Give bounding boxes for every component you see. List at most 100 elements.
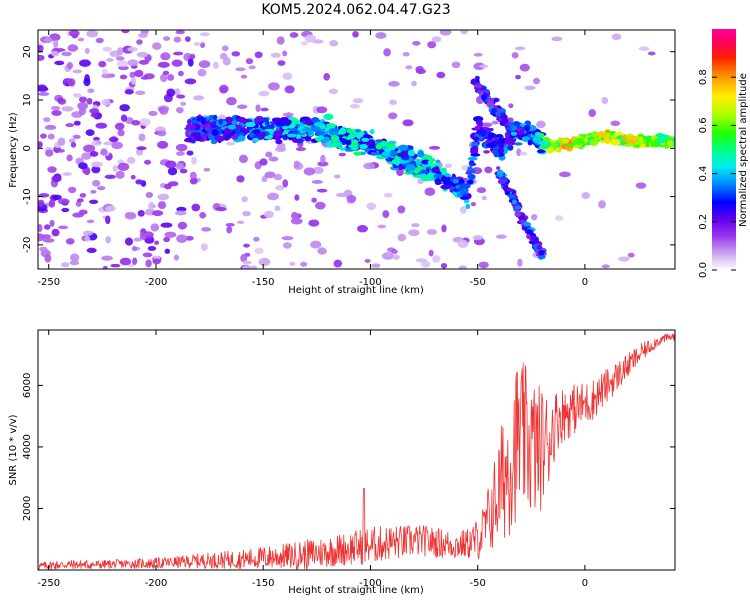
- spectrogram-noise-blob: [152, 210, 164, 217]
- spectrogram-noise-blob: [186, 150, 194, 156]
- spectrogram-noise-blob: [282, 242, 292, 249]
- spectrogram-noise-blob: [198, 60, 211, 69]
- spectrogram-noise-blob: [102, 46, 112, 52]
- spectrogram-ridge-blob: [323, 136, 330, 143]
- spectrogram-noise-blob: [444, 163, 453, 169]
- spectrogram-noise-blob: [524, 85, 536, 91]
- spectrogram-noise-blob: [520, 151, 528, 156]
- spectrogram-noise-blob: [519, 63, 530, 72]
- spectrogram-noise-blob: [160, 222, 173, 228]
- bottom-x-tick-label: 0: [582, 578, 588, 589]
- spectrogram-noise-blob: [274, 185, 285, 191]
- spectrogram-ridge-blob: [628, 135, 639, 141]
- spectrogram-noise-blob: [236, 175, 245, 183]
- spectrogram-noise-blob: [476, 187, 487, 194]
- spectrogram-noise-blob: [90, 112, 98, 118]
- spectrogram-noise-blob: [102, 265, 108, 269]
- spectrogram-noise-blob: [176, 106, 184, 114]
- spectrogram-ridge-blob: [589, 139, 599, 146]
- spectrogram-noise-blob: [436, 71, 446, 79]
- spectrogram-ridge-blob: [518, 215, 526, 221]
- spectrogram-noise-blob: [317, 161, 329, 167]
- spectrogram-noise-blob: [150, 223, 160, 232]
- spectrogram-ridge-blob: [264, 124, 275, 129]
- spectrogram-ridge-blob: [470, 78, 477, 85]
- spectrogram-noise-blob: [44, 124, 57, 130]
- spectrogram-noise-blob: [408, 229, 420, 237]
- spectrogram-noise-blob: [191, 156, 197, 165]
- spectrogram-noise-blob: [86, 219, 95, 224]
- spectrogram-noise-blob: [69, 253, 80, 262]
- spectrogram-noise-blob: [139, 118, 151, 127]
- spectrogram-noise-blob: [174, 210, 187, 216]
- spectrogram-noise-blob: [451, 61, 461, 69]
- top-x-ticks: -250 -200 -150 -100 -50 0: [37, 30, 588, 288]
- spectrogram-noise-blob: [295, 147, 306, 152]
- spectrogram-noise-blob: [199, 212, 207, 219]
- top-x-tick-label: -250: [37, 277, 60, 288]
- spectrogram-noise-blob: [157, 140, 169, 149]
- spectrogram-noise-blob: [114, 122, 125, 131]
- spectrogram-noise-blob: [54, 60, 65, 66]
- spectrogram-noise-blob: [245, 58, 254, 65]
- bottom-y-tick-label: 6000: [22, 373, 33, 398]
- snr-frame: [37, 329, 676, 571]
- spectrogram-ridge-blob: [532, 138, 542, 143]
- spectrogram-noise-blob: [61, 106, 74, 112]
- spectrogram-noise-blob: [254, 51, 263, 59]
- spectrogram-noise-blob: [219, 52, 228, 60]
- spectrogram-noise-blob: [238, 154, 248, 164]
- spectrogram-noise-blob: [412, 40, 421, 46]
- spectrogram-ridge-blob: [487, 132, 495, 138]
- top-y-tick-label: 0: [22, 145, 33, 151]
- spectrogram-noise-blob: [51, 50, 59, 57]
- spectrogram-noise-blob: [244, 252, 251, 257]
- spectrogram-ridge-blob: [604, 137, 611, 145]
- spectrogram-noise-blob: [124, 212, 137, 220]
- spectrogram-noise-blob: [81, 152, 92, 160]
- spectrogram-noise-blob: [346, 194, 357, 203]
- spectrogram-noise-blob: [481, 122, 493, 128]
- spectrogram-ridge-blob: [319, 119, 325, 123]
- spectrogram-ridge-blob: [444, 173, 451, 178]
- spectrogram-noise-blob: [289, 261, 296, 266]
- spectrogram-ridge-blob: [504, 190, 511, 196]
- spectrogram-ridge-blob: [273, 130, 283, 137]
- spectrogram-noise-blob: [457, 239, 469, 248]
- spectrogram-noise-blob: [226, 226, 233, 234]
- spectrogram-noise-blob: [72, 134, 81, 139]
- colorbar: 0.0 0.2 0.4 0.6 0.8 Normalized spectral ampl…: [698, 29, 749, 278]
- spectrogram-noise-blob: [197, 68, 207, 77]
- spectrogram-ridge-blob: [511, 199, 517, 205]
- spectrogram-ridge-blob: [405, 164, 416, 172]
- spectrogram-noise-blob: [162, 70, 170, 76]
- spectrogram-noise-blob: [136, 146, 147, 151]
- spectrogram-ridge-blob: [574, 137, 585, 145]
- spectrogram-noise-blob: [460, 30, 469, 35]
- spectrogram-noise-blob: [237, 104, 248, 109]
- spectrogram-noise-blob: [119, 257, 132, 266]
- spectrogram-noise-blob: [333, 174, 341, 179]
- spectrogram-noise-blob: [308, 219, 320, 227]
- spectrogram-noise-blob: [175, 143, 188, 152]
- spectrogram-ridge-blob: [524, 124, 531, 131]
- spectrogram-ridge-blob: [295, 133, 301, 139]
- spectrogram-noise-blob: [108, 136, 119, 143]
- spectrogram-noise-blob: [610, 120, 621, 127]
- spectrogram-noise-blob: [72, 93, 82, 98]
- spectrogram-noise-blob: [536, 120, 546, 129]
- spectrogram-noise-blob: [62, 172, 72, 176]
- spectrogram-noise-blob: [104, 205, 116, 212]
- spectrogram-noise-blob: [57, 198, 70, 205]
- spectrogram-noise-blob: [514, 46, 526, 51]
- spectrogram-noise-blob: [67, 186, 77, 194]
- spectrogram-noise-blob: [38, 54, 45, 61]
- spectrogram-noise-blob: [226, 97, 237, 106]
- spectrogram-ridge-blob: [234, 127, 241, 135]
- spectrogram-ridge-blob: [512, 121, 521, 127]
- spectrogram-ridge-blob: [502, 147, 508, 155]
- spectrogram-ridge-blob: [435, 159, 441, 164]
- spectrogram-noise-blob: [176, 234, 188, 243]
- spectrogram-ridge-blob: [452, 178, 459, 184]
